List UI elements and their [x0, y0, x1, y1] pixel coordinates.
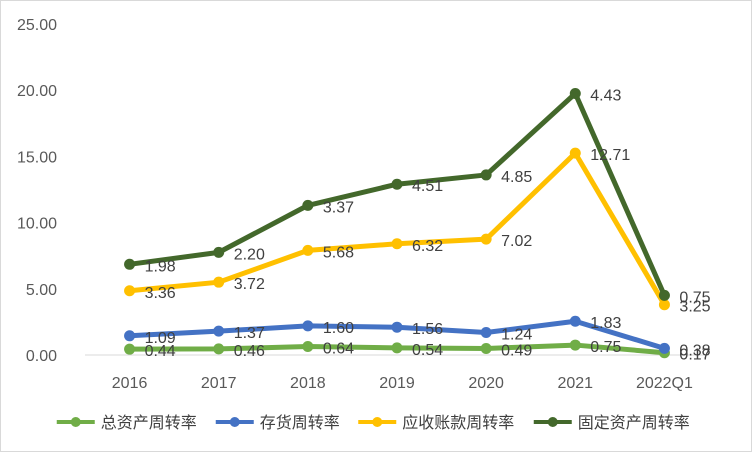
data-point	[658, 342, 670, 354]
data-point	[302, 320, 314, 332]
data-label: 0.64	[323, 341, 354, 358]
x-tick-label: 2019	[379, 375, 415, 392]
data-label: 0.46	[234, 343, 265, 360]
x-tick-label: 2020	[468, 375, 504, 392]
series-2	[124, 315, 670, 354]
data-label: 6.32	[412, 238, 443, 255]
data-label: 0.49	[501, 343, 532, 360]
data-point	[302, 199, 314, 211]
data-label: 0.54	[412, 342, 443, 359]
data-label: 7.02	[501, 233, 532, 250]
data-point	[302, 341, 314, 353]
data-label: 1.83	[590, 315, 621, 332]
legend-swatch-marker	[372, 417, 383, 427]
x-tick-label: 2018	[290, 375, 326, 392]
data-point	[658, 299, 670, 311]
legend-label: 应收账款周转率	[402, 413, 514, 432]
data-label: 1.24	[501, 326, 532, 343]
data-label: 1.98	[145, 258, 176, 275]
data-point	[124, 285, 136, 297]
x-tick-label: 2021	[557, 375, 593, 392]
legend-swatch-marker	[70, 417, 81, 427]
legend-item: 总资产周转率	[56, 414, 197, 432]
data-point	[480, 326, 492, 338]
data-label: 3.72	[234, 276, 265, 293]
data-point	[391, 342, 403, 354]
data-label: 2.20	[234, 246, 265, 263]
y-axis-ticks: 0.00 5.00 10.00 15.00 20.00 25.00	[17, 17, 57, 365]
data-label: 1.56	[412, 321, 443, 338]
series-3	[124, 147, 670, 311]
data-point	[480, 169, 492, 181]
y-tick-label: 5.00	[26, 282, 57, 299]
legend-label: 固定资产周转率	[578, 414, 690, 432]
data-label: 3.25	[679, 299, 710, 316]
data-label: 1.60	[323, 320, 354, 337]
data-label: 12.71	[590, 147, 630, 164]
y-tick-label: 20.00	[17, 83, 57, 100]
data-point	[569, 88, 581, 100]
data-point	[124, 343, 136, 355]
y-tick-label: 25.00	[17, 17, 57, 34]
data-point	[569, 147, 581, 159]
x-axis-ticks: 2016 2017 2018 2019 2020 2021 2022Q1	[112, 375, 693, 392]
data-label: 4.51	[412, 178, 443, 195]
data-point	[391, 321, 403, 333]
legend-label: 总资产周转率	[101, 414, 197, 432]
data-point	[391, 238, 403, 250]
data-label: 0.38	[679, 342, 710, 359]
data-point	[480, 233, 492, 245]
data-labels: 0.44 0.46 0.64 0.54 0.49 0.75 0.17 1.09 1.37 1.60…	[145, 88, 711, 364]
legend-item: 存货周转率	[215, 414, 340, 432]
data-label: 3.36	[145, 285, 176, 302]
data-point	[480, 343, 492, 355]
data-label: 0.44	[145, 343, 176, 360]
data-label: 1.09	[145, 330, 176, 347]
y-tick-label: 0.00	[26, 348, 57, 365]
legend-label: 存货周转率	[260, 414, 340, 432]
data-point	[124, 258, 136, 270]
data-point	[391, 178, 403, 190]
data-label: 0.17	[679, 347, 710, 364]
data-point	[658, 289, 670, 301]
data-point	[124, 330, 136, 342]
data-point	[302, 244, 314, 256]
x-tick-label: 2022Q1	[636, 375, 693, 392]
series-layer	[124, 88, 670, 359]
legend-swatch-marker	[547, 417, 558, 427]
data-label: 0.75	[590, 339, 621, 356]
x-tick-label: 2016	[112, 375, 148, 392]
data-label: 3.37	[323, 199, 354, 216]
legend: 总资产周转率 存货周转率 应收账款周转率 固定资产周转率	[56, 413, 690, 432]
series-line	[127, 91, 667, 298]
data-point	[569, 315, 581, 327]
x-tick-label: 2017	[201, 375, 237, 392]
y-tick-label: 10.00	[17, 216, 57, 233]
data-point	[213, 343, 225, 355]
data-label: 5.68	[323, 244, 354, 261]
legend-item: 固定资产周转率	[533, 414, 690, 432]
data-point	[213, 325, 225, 337]
legend-swatch-marker	[229, 417, 240, 427]
data-label: 4.43	[590, 88, 621, 105]
series-line	[127, 150, 667, 308]
series-4	[124, 88, 670, 301]
data-point	[569, 339, 581, 351]
data-point	[213, 246, 225, 258]
data-label: 0.75	[679, 289, 710, 306]
data-label: 1.37	[234, 325, 265, 342]
legend-item: 应收账款周转率	[358, 413, 514, 432]
y-tick-label: 15.00	[17, 149, 57, 166]
data-point	[213, 276, 225, 288]
data-label: 4.85	[501, 169, 532, 186]
